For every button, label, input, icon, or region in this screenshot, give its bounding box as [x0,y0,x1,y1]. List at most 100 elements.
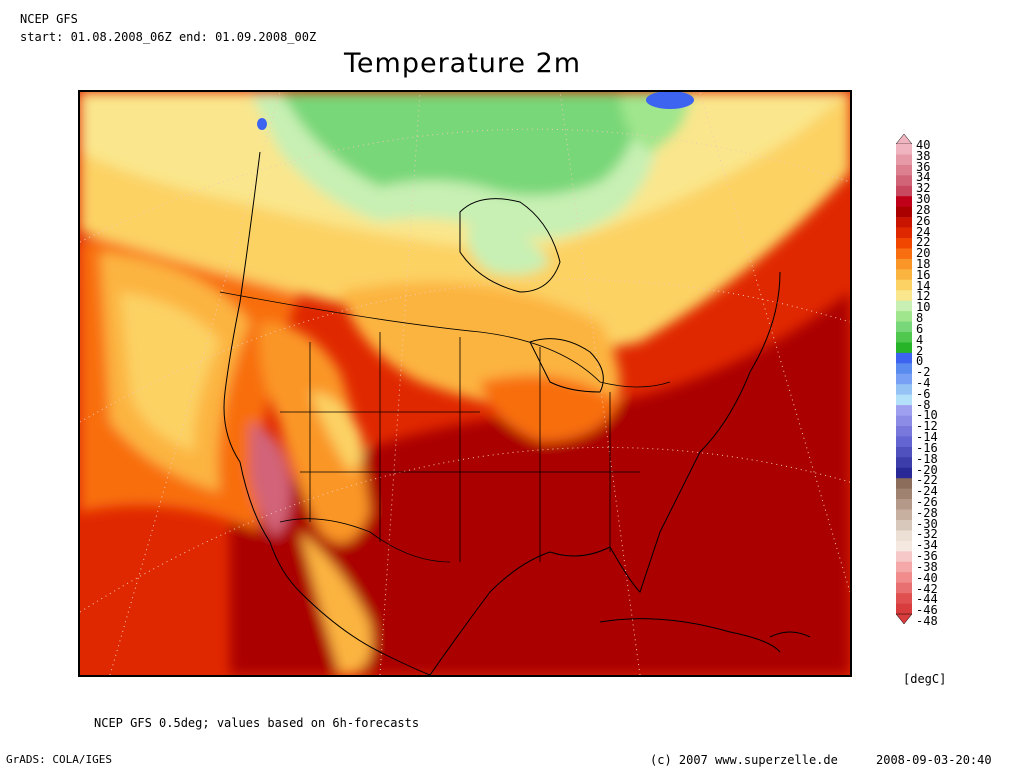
colorbar-level-label: -12 [916,419,938,434]
colorbar-swatch [896,436,912,448]
colorbar-level-label: -42 [916,581,938,596]
colorbar-level-label: -16 [916,440,938,455]
colorbar-level-label: -32 [916,527,938,542]
colorbar-level-label: 2 [916,343,924,358]
colorbar-swatch [896,478,912,489]
colorbar-swatch [896,217,912,228]
colorbar-swatch [896,373,912,385]
colorbar-level-label: 38 [916,148,931,163]
colorbar-swatch [896,540,912,552]
colorbar-swatch [896,185,912,197]
copyright: (c) 2007 www.superzelle.de [650,753,838,767]
colorbar-level-label: 28 [916,202,931,217]
colorbar-level-label: 32 [916,181,931,196]
colorbar-swatch [896,363,912,375]
mexico-plateau-zone [300,532,372,675]
grads-credit: GrADS: COLA/IGES [6,753,112,766]
colorbar-swatch [896,561,912,573]
colorbar-level-label: 18 [916,257,931,271]
colorbar-top-arrow [896,134,912,145]
colorbar-level-label: 8 [916,311,924,326]
colorbar-swatch [896,499,912,510]
colorbar-level-label: -4 [916,376,931,390]
cold-spot-west [257,118,267,130]
timestamp: 2008-09-03-20:40 [876,753,992,767]
colorbar-swatch [896,509,912,521]
colorbar-level-label: -34 [916,538,938,553]
colorbar-level-label: 10 [916,300,931,315]
colorbar-level-label: -10 [916,408,938,423]
colorbar-swatch [896,593,912,604]
colorbar-level-label: 6 [916,321,924,336]
hudson-bay-zone [467,222,550,276]
colorbar-swatch [896,467,912,479]
colorbar-swatch [896,175,912,187]
colorbar-level-label: 24 [916,224,931,239]
colorbar-level-label: 36 [916,159,931,174]
colorbar-swatch [896,321,912,333]
period-label: start: 01.08.2008_06Z end: 01.09.2008_00… [20,30,317,44]
colorbar-level-label: -38 [916,559,938,574]
colorbar-swatch [896,446,912,458]
colorbar-level-label: -20 [916,462,938,477]
colorbar-level-label: -8 [916,397,931,412]
colorbar-level-label: 26 [916,213,931,228]
colorbar-swatch [896,572,912,583]
colorbar-swatch [896,311,912,322]
colorbar-level-label: 14 [916,278,931,293]
colorbar-swatch [896,384,912,395]
colorbar-level-label: -28 [916,505,938,520]
colorbar-swatch [896,258,912,270]
colorbar-swatch [896,154,912,166]
temperature-map [78,90,852,677]
colorbar-swatch [896,352,912,364]
political-borders [219,291,671,563]
pacific-cool-zone [120,292,220,452]
colorbar-swatch [896,196,912,207]
colorbar-level-label: -14 [916,430,938,445]
colorbar-swatch [896,551,912,563]
colorbar-swatch [896,332,912,343]
colorbar-level-label: -36 [916,549,938,564]
colorbar-swatch [896,457,912,469]
colorbar-level-label: 22 [916,235,931,250]
colorbar-level-label: -30 [916,516,938,531]
colorbar-swatch [896,582,912,594]
colorbar-swatch [896,342,912,354]
colorbar-level-label: -18 [916,451,938,466]
colorbar-level-label: -6 [916,386,931,401]
colorbar-level-label: 20 [916,246,931,261]
colorbar-level-label: 4 [916,332,924,347]
colorbar-swatch [896,405,912,416]
arctic-zone [280,92,640,196]
colorbar-swatch [896,488,912,500]
colorbar-level-label: -2 [916,365,931,380]
colorbar-level-label: -22 [916,473,938,488]
colorbar-swatch [896,603,912,615]
colorbar-swatch [896,279,912,291]
colorbar-swatch [896,164,912,176]
colorbar-level-label: 0 [916,354,924,369]
colorbar-level-label: 12 [916,289,931,304]
colorbar-swatch [896,144,912,155]
colorbar-swatch [896,300,912,312]
coastlines [223,151,811,675]
colorbar-level-label: 30 [916,192,931,207]
map-title: Temperature 2m [344,48,582,79]
colorbar-swatch [896,394,912,406]
colorbar-swatch [896,269,912,281]
colorbar-level-label: 16 [916,267,931,282]
colorbar-level-label: 40 [916,138,931,152]
colorbar-level-label: -48 [916,614,938,628]
colorbar-level-label: -24 [916,484,938,499]
graticule [80,92,850,675]
colorbar-swatch [896,206,912,218]
great-lakes-zone [480,375,620,442]
colorbar-swatch [896,248,912,260]
colorbar-level-label: 34 [916,170,931,185]
cold-spot-north [646,92,694,109]
colorbar-swatch [896,426,912,437]
colorbar-swatch [896,238,912,249]
colorbar-level-label: -26 [916,495,938,509]
colorbar-swatch [896,227,912,239]
